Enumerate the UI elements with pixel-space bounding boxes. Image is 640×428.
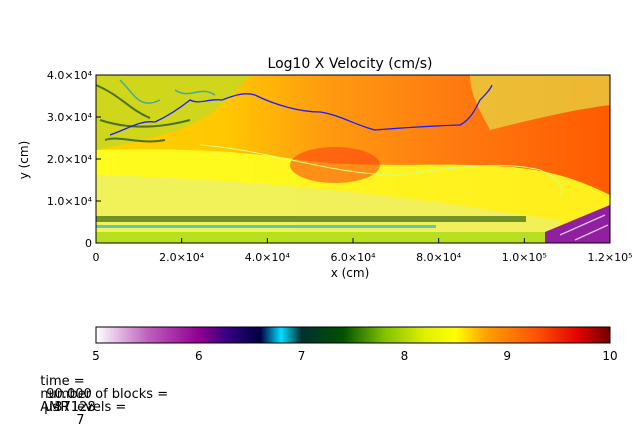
upper-left-dark-streaks <box>96 84 191 143</box>
x-tick-label: 0 <box>93 251 100 264</box>
x-tick-label: 1.0×10⁵ <box>502 251 547 264</box>
blocks-label: number of blocks = <box>40 387 169 402</box>
colorbar <box>95 326 611 344</box>
y-tick-label: 0 <box>85 237 92 250</box>
colorbar-tick-label: 8 <box>401 349 409 363</box>
x-tick-label: 2.0×10⁴ <box>159 251 205 264</box>
bottom-cyan-band <box>96 225 436 228</box>
x-axis-label: x (cm) <box>331 266 370 280</box>
x-tick-label: 4.0×10⁴ <box>245 251 291 264</box>
lower-right-streaks <box>559 214 609 241</box>
y-axis: 0 1.0×10⁴ 2.0×10⁴ 3.0×10⁴ 4.0×10⁴ <box>47 69 101 250</box>
colorbar-ticks: 5 6 7 8 9 10 <box>92 349 617 363</box>
colorbar-tick-label: 7 <box>298 349 306 363</box>
colorbar-tick-label: 10 <box>602 349 617 363</box>
lower-right-low-velocity-region <box>545 205 610 243</box>
secondary-contour <box>199 144 563 196</box>
x-tick-label: 8.0×10⁴ <box>416 251 462 264</box>
colorbar-tick-label: 5 <box>92 349 100 363</box>
x-axis: 0 2.0×10⁴ 4.0×10⁴ 6.0×10⁴ 8.0×10⁴ 1.0×10⁵ 1.2×… <box>93 238 633 264</box>
shock-region <box>290 147 380 183</box>
y-tick-label: 1.0×10⁴ <box>47 195 93 208</box>
x-tick-label: 1.2×10⁵ <box>587 251 632 264</box>
upper-left-cyan-streaks <box>119 79 216 104</box>
upper-right-region <box>470 75 610 130</box>
bottom-dark-band <box>96 216 526 222</box>
chart-title: Log10 X Velocity (cm/s) <box>268 56 433 72</box>
amr-value: 7 <box>76 413 85 428</box>
colorbar-tick-label: 9 <box>503 349 511 363</box>
y-tick-label: 2.0×10⁴ <box>47 153 93 166</box>
time-label: time = <box>40 374 85 389</box>
time-value: 90.000 <box>46 387 92 402</box>
y-tick-label: 3.0×10⁴ <box>47 111 93 124</box>
y-tick-label: 4.0×10⁴ <box>47 69 93 82</box>
bottom-green-band <box>96 232 610 243</box>
heatmap-field <box>96 75 610 243</box>
y-axis-label: y (cm) <box>17 141 31 180</box>
figure: Log10 X Velocity (cm/s) 0 2.0×10⁴ 4.0×10⁴ 6… <box>17 56 633 363</box>
x-tick-label: 6.0×10⁴ <box>330 251 376 264</box>
colorbar-tick-label: 6 <box>195 349 203 363</box>
interface-contour <box>109 84 493 136</box>
info-amr: AMR levels = 7 <box>32 388 126 427</box>
